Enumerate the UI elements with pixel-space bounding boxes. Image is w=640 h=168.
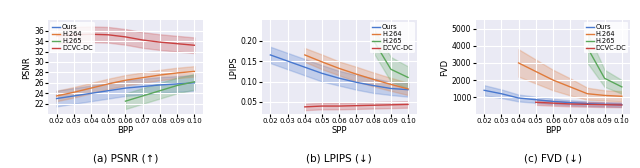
Legend: Ours, H.264, H.265, DCVC-DC: Ours, H.264, H.265, DCVC-DC — [584, 22, 628, 53]
Y-axis label: FVD: FVD — [440, 59, 449, 76]
Legend: Ours, H.264, H.265, DCVC-DC: Ours, H.264, H.265, DCVC-DC — [370, 22, 415, 53]
Y-axis label: LPIPS: LPIPS — [229, 56, 238, 78]
X-axis label: BPP: BPP — [117, 126, 134, 135]
Text: (b) LPIPS (↓): (b) LPIPS (↓) — [307, 154, 372, 164]
X-axis label: BPP: BPP — [545, 126, 561, 135]
Legend: Ours, H.264, H.265, DCVC-DC: Ours, H.264, H.265, DCVC-DC — [50, 22, 95, 53]
Text: (a) PSNR (↑): (a) PSNR (↑) — [93, 154, 158, 164]
X-axis label: SPP: SPP — [332, 126, 347, 135]
Y-axis label: PSNR: PSNR — [22, 56, 31, 78]
Text: (c) FVD (↓): (c) FVD (↓) — [524, 154, 582, 164]
